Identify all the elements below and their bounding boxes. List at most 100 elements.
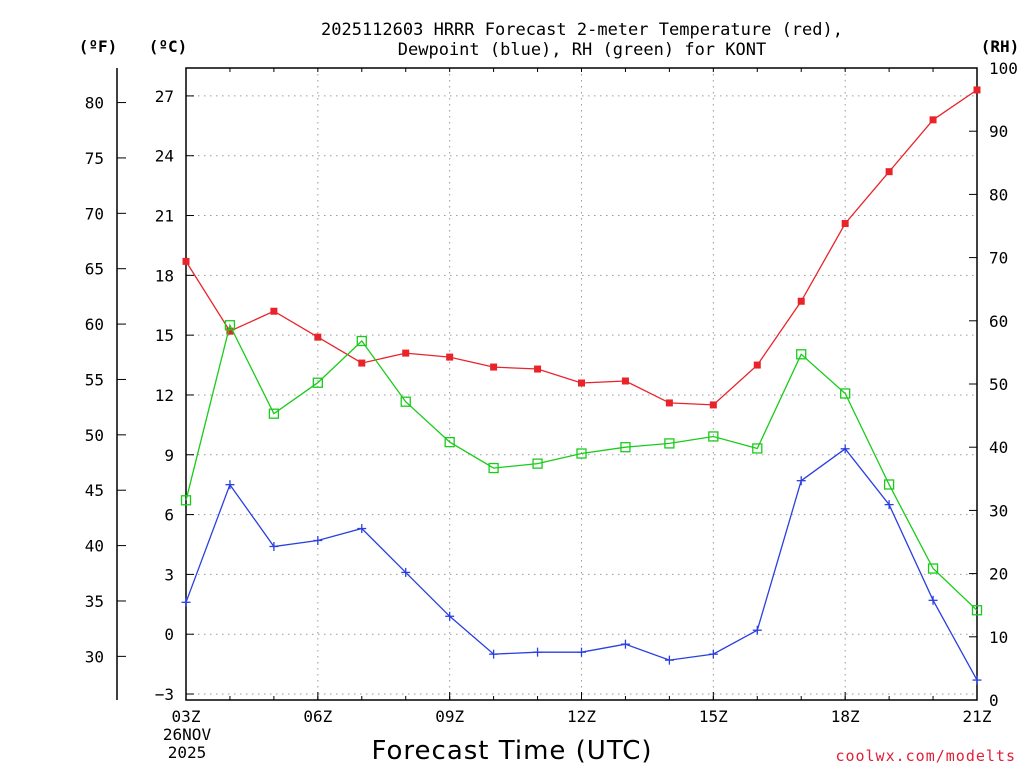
dewpoint-point — [620, 639, 630, 649]
y-tick-label-c: 18 — [155, 266, 174, 285]
temperature-point — [885, 168, 893, 176]
dewpoint-point — [928, 595, 938, 605]
temperature-point — [358, 359, 366, 367]
dewpoint-point — [269, 541, 279, 551]
temperature-point — [665, 399, 673, 407]
temperature-point — [753, 361, 761, 369]
temperature-point — [446, 353, 454, 361]
temperature-point — [797, 297, 805, 305]
y-tick-label-f: 80 — [85, 94, 104, 113]
y-tick-label-rh: 80 — [989, 185, 1008, 204]
temperature-point — [841, 220, 849, 228]
y-tick-label-c: 9 — [164, 446, 174, 465]
y-tick-label-f: 65 — [85, 260, 104, 279]
y-tick-label-c: 15 — [155, 326, 174, 345]
y-tick-label-rh: 20 — [989, 565, 1008, 584]
y-tick-label-rh: 90 — [989, 122, 1008, 141]
rh-point — [268, 408, 280, 419]
dewpoint-point — [445, 611, 455, 621]
y-tick-label-rh: 0 — [989, 691, 999, 710]
dewpoint-point — [752, 625, 762, 635]
rh-point — [224, 320, 236, 331]
y-tick-label-rh: 60 — [989, 312, 1008, 331]
rh-point — [620, 442, 631, 453]
temperature-point — [973, 86, 981, 94]
y-tick-label-rh: 10 — [989, 628, 1008, 647]
dewpoint-point — [313, 536, 323, 546]
x-axis-title: Forecast Time (UTC) — [371, 736, 652, 766]
rh-point — [532, 458, 543, 469]
rh-point — [664, 438, 675, 449]
y-tick-label-c: 3 — [164, 565, 174, 584]
rh-point — [312, 377, 323, 388]
axes — [116, 67, 978, 701]
rh-point — [752, 443, 763, 454]
y-tick-label-c: 6 — [164, 506, 174, 525]
date-label-year: 2025 — [168, 743, 207, 762]
dewpoint-point — [181, 597, 191, 607]
y-tick-label-c: 24 — [155, 147, 174, 166]
rh-point — [883, 479, 895, 490]
rh-point — [971, 605, 983, 616]
rh-point — [444, 436, 455, 448]
temperature-point — [402, 349, 410, 357]
y-tick-label-f: 35 — [85, 592, 104, 611]
y-tick-label-rh: 30 — [989, 501, 1008, 520]
unit-label-rh: (RH) — [981, 37, 1020, 56]
temperature-point — [534, 365, 542, 373]
rh-point — [927, 563, 939, 574]
chart-title-line1: 2025112603 HRRR Forecast 2-meter Tempera… — [321, 20, 843, 40]
rh-point — [180, 495, 192, 506]
y-tick-label-f: 45 — [85, 481, 104, 500]
y-tick-label-f: 60 — [85, 315, 104, 334]
rh-line — [185, 323, 978, 611]
x-tick-label: 03Z — [172, 707, 201, 726]
dewpoint-point — [840, 444, 850, 454]
y-tick-label-rh: 50 — [989, 375, 1008, 394]
dewpoint-point — [489, 649, 499, 659]
dewpoint-point — [664, 655, 674, 665]
dewpoint-point — [884, 500, 894, 510]
y-tick-label-f: 40 — [85, 537, 104, 556]
credit-text: coolwx.com/modelts — [835, 747, 1016, 765]
date-label-day: 26NOV — [163, 725, 212, 744]
dewpoint-point — [796, 476, 806, 486]
temperature-point — [709, 401, 717, 409]
y-tick-label-rh: 40 — [989, 438, 1008, 457]
temperature-point — [621, 377, 629, 385]
x-tick-label: 15Z — [699, 707, 728, 726]
rh-point — [796, 349, 807, 360]
rh-point — [400, 396, 411, 407]
x-tick-label: 21Z — [963, 707, 992, 726]
temperature-point — [270, 307, 278, 315]
rh-point — [488, 462, 499, 474]
rh-point — [708, 431, 719, 442]
y-tick-label-f: 55 — [85, 370, 104, 389]
dewpoint-point — [972, 675, 982, 685]
dewpoint-point — [577, 647, 586, 657]
y-tick-label-c: 21 — [155, 207, 174, 226]
y-tick-label-f: 50 — [85, 426, 104, 445]
tick-labels: −3 0 3 6 9 12 15 18 21 24 27 03Z 06Z 09Z 12Z 15Z 18Z 21Z 3… — [85, 59, 1018, 726]
temperature-point — [490, 363, 498, 371]
x-tick-label: 18Z — [831, 707, 860, 726]
dewpoint-point — [225, 480, 235, 490]
dewpoint-point — [708, 649, 718, 659]
temperature-point — [226, 327, 234, 335]
plot-frame — [185, 67, 978, 701]
unit-label-fahrenheit: (ºF) — [79, 37, 118, 56]
rh-point — [840, 388, 851, 399]
y-tick-label-rh: 70 — [989, 249, 1008, 268]
x-tick-label: 06Z — [303, 707, 332, 726]
rh-point — [576, 448, 587, 459]
y-tick-label-c: −3 — [155, 685, 174, 704]
temperature-point — [314, 333, 322, 341]
rh-point — [356, 335, 367, 347]
dewpoint-point — [357, 524, 367, 534]
y-tick-label-f: 30 — [85, 647, 104, 666]
temperature-point — [578, 379, 585, 387]
temperature-point — [929, 116, 937, 124]
y-tick-label-rh: 100 — [989, 59, 1018, 78]
